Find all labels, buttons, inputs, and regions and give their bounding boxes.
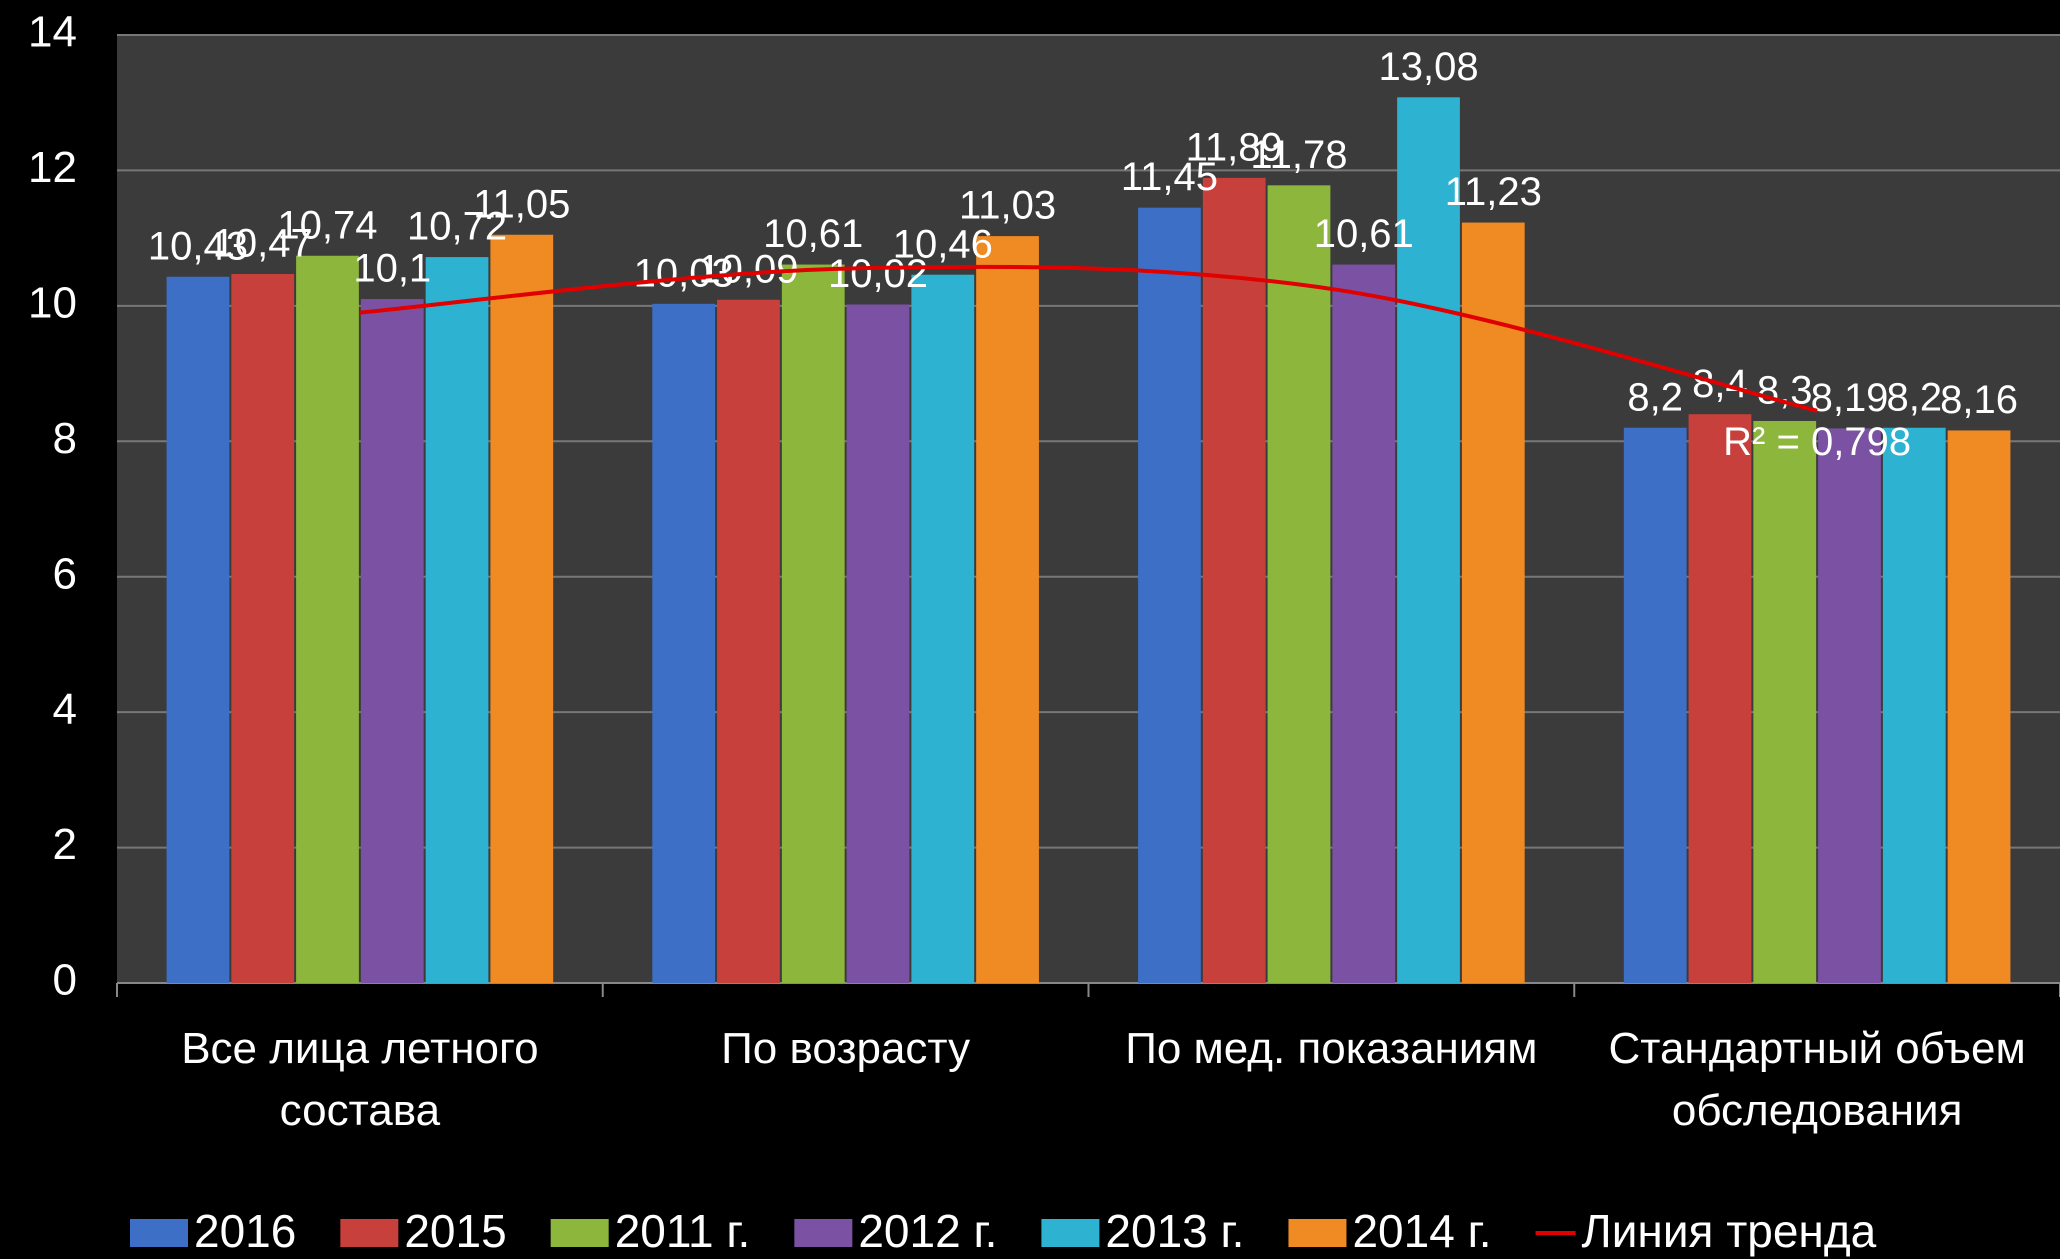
bar (1623, 427, 1687, 983)
bar (1461, 222, 1525, 983)
bar (1818, 428, 1881, 983)
data-label: 8,2 (1886, 375, 1942, 419)
trend-line (359, 264, 1818, 413)
bar (490, 234, 554, 983)
legend-swatch (1041, 1219, 1100, 1247)
data-label: 11,45 (1121, 155, 1218, 199)
bar (1882, 427, 1946, 983)
data-label: 10,1 (353, 247, 431, 291)
legend-swatch (130, 1219, 188, 1247)
legend-label: Линия тренда (1582, 1205, 1877, 1257)
bar (1138, 207, 1201, 983)
data-label: 11,23 (1445, 170, 1542, 214)
data-label: 10,46 (893, 222, 993, 266)
bar (296, 255, 359, 984)
data-label: 10,61 (763, 212, 863, 256)
data-label: 10,61 (1314, 212, 1414, 256)
data-label: 10,72 (407, 205, 507, 249)
data-label: 11,89 (1186, 125, 1283, 169)
data-label: 8,2 (1627, 375, 1683, 419)
bar (1947, 430, 2011, 983)
legend-label: 2016 (194, 1205, 296, 1257)
bar (166, 276, 230, 983)
legend-swatch (550, 1219, 609, 1247)
bar (1332, 264, 1396, 984)
legend-label: 2013 г. (1105, 1205, 1244, 1257)
x-tick-label: По возрасту (721, 1024, 971, 1073)
bar (846, 304, 910, 983)
legend-label: 2012 г. (858, 1205, 997, 1257)
legend-swatch (340, 1219, 399, 1247)
bar (231, 274, 295, 983)
data-label: 8,19 (1811, 376, 1889, 420)
bar (1267, 185, 1331, 984)
y-tick-label: 12 (28, 143, 77, 192)
data-label: 11,03 (959, 184, 1056, 228)
bar (652, 303, 716, 984)
y-tick-label: 6 (53, 549, 77, 598)
data-label: 10,47 (213, 222, 313, 266)
bar (425, 257, 489, 983)
data-label: 10,09 (698, 247, 798, 291)
bar (360, 299, 424, 984)
bar (1202, 177, 1266, 983)
x-tick-label: Все лица летного состава (181, 1024, 539, 1135)
data-label: 10,74 (277, 203, 377, 247)
data-labels: 10,4310,4710,7410,110,7211,0510,0310,091… (148, 45, 2018, 422)
y-tick-label: 8 (53, 414, 77, 463)
legend-swatch (1288, 1219, 1347, 1247)
legend-label: 2014 г. (1352, 1205, 1491, 1257)
y-tick-label: 4 (53, 685, 77, 734)
bar (911, 274, 975, 983)
bar (1753, 420, 1817, 983)
data-label: 11,05 (473, 182, 570, 226)
legend-label: 2011 г. (615, 1205, 751, 1257)
data-label: 13,08 (1378, 45, 1478, 89)
x-tick-label: Стандартный объем обследования (1608, 1024, 2026, 1135)
y-tick-label: 0 (53, 956, 77, 1005)
bar (1688, 414, 1752, 983)
data-label: 10,03 (634, 251, 734, 295)
y-tick-label: 2 (53, 820, 77, 869)
data-label: 10,43 (148, 224, 248, 268)
data-label: 11,78 (1250, 133, 1347, 177)
annotation: R² = 0,798 (1723, 420, 1911, 464)
y-tick-label: 14 (28, 8, 77, 57)
y-tick-label: 10 (28, 278, 77, 327)
bar (976, 236, 1039, 983)
bar (717, 299, 780, 984)
data-label: 8,16 (1940, 378, 2018, 422)
x-tick-label: По мед. показаниям (1125, 1024, 1538, 1073)
data-label: 10,02 (828, 252, 928, 296)
legend-swatch (794, 1219, 853, 1247)
bar (1397, 97, 1460, 984)
bar (781, 264, 845, 984)
legend-label: 2015 (404, 1205, 506, 1257)
